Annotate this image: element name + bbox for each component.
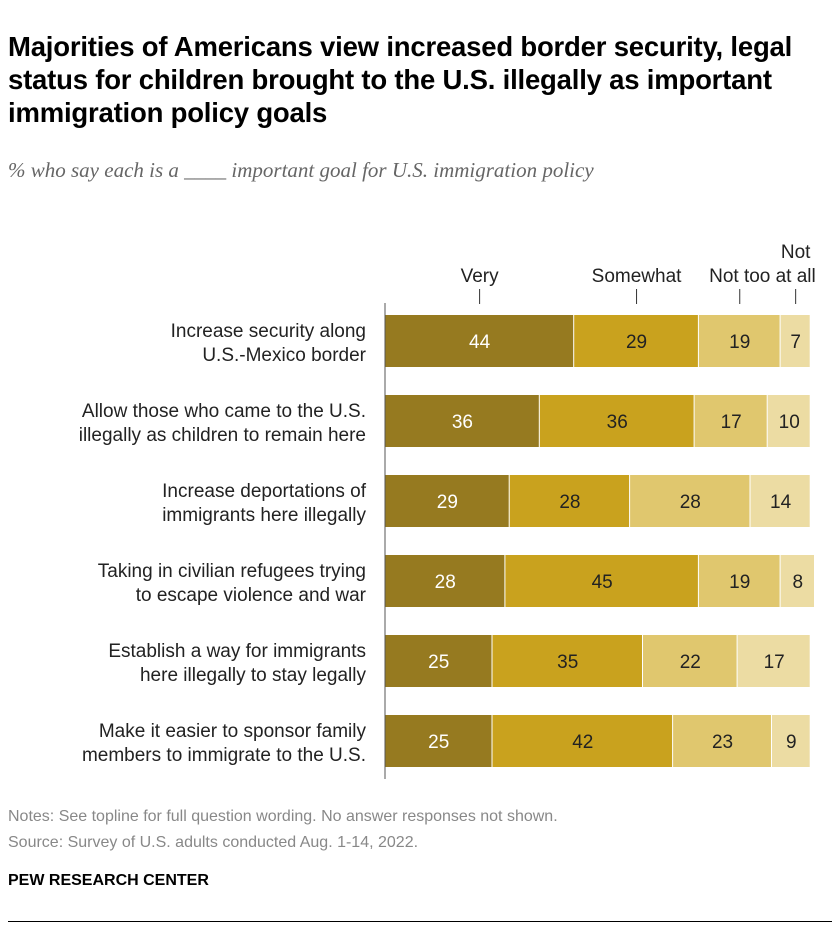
bar-segment [772, 715, 810, 767]
data-label: 19 [729, 332, 750, 353]
bar-segment [539, 395, 694, 447]
category-label: Make it easier to sponsor family members … [82, 721, 367, 766]
bar-segment [385, 315, 574, 367]
bar-segment [492, 715, 673, 767]
data-label: 44 [469, 332, 491, 353]
data-label: 23 [712, 732, 733, 753]
bar-segment [698, 315, 780, 367]
data-label: 35 [557, 652, 578, 673]
legend-label: Very [461, 266, 500, 287]
chart-subtitle: % who say each is a ____ important goal … [8, 158, 594, 182]
data-label: 17 [764, 652, 785, 673]
brand-label: PEW RESEARCH CENTER [8, 872, 209, 889]
data-label: 10 [779, 412, 800, 433]
bar-segment [780, 315, 810, 367]
data-label: 28 [435, 572, 456, 593]
data-label: 36 [452, 412, 473, 433]
bar-segment [767, 395, 810, 447]
bar-segment [385, 715, 492, 767]
data-label: 19 [729, 572, 750, 593]
data-label: 14 [770, 492, 792, 513]
category-label: Allow those who came to the U.S. illegall… [79, 401, 366, 446]
data-label: 29 [437, 492, 458, 513]
bar-segment [385, 555, 505, 607]
bar-segment [509, 475, 630, 527]
legend-label: Not too [709, 266, 770, 287]
data-label: 28 [680, 492, 701, 513]
data-label: 17 [721, 412, 742, 433]
bar-segment [574, 315, 698, 367]
notes: Notes: See topline for full question wor… [8, 804, 558, 856]
bar-segment [385, 395, 539, 447]
bar-segment [505, 555, 698, 607]
bar-segment [673, 715, 771, 767]
bar-segment [694, 395, 767, 447]
bar-segment [737, 635, 810, 687]
stacked-bar-chart: Increase security along U.S.-Mexico borde… [79, 242, 816, 779]
data-label: 8 [793, 572, 804, 593]
bar-segment [630, 475, 750, 527]
bar-segment [385, 475, 509, 527]
category-label: Increase security along U.S.-Mexico borde… [171, 321, 367, 366]
data-label: 42 [572, 732, 593, 753]
data-label: 25 [428, 732, 449, 753]
data-label: 28 [559, 492, 580, 513]
notes-text: Notes: See topline for full question wor… [8, 808, 558, 825]
source-text: Source: Survey of U.S. adults conducted … [8, 834, 419, 851]
bar-segment [385, 635, 492, 687]
bar-segment [750, 475, 810, 527]
data-label: 29 [626, 332, 647, 353]
data-label: 36 [607, 412, 628, 433]
legend-label: Not at all [776, 242, 816, 287]
bottom-rule [8, 921, 832, 922]
category-label: Increase deportations of immigrants here … [162, 481, 367, 526]
chart-title: Majorities of Americans view increased b… [8, 31, 793, 128]
data-label: 7 [790, 332, 801, 353]
data-label: 45 [592, 572, 613, 593]
bar-segment [698, 555, 780, 607]
legend-label: Somewhat [592, 266, 682, 287]
bar-segment [492, 635, 642, 687]
category-label: Taking in civilian refugees trying to esc… [98, 561, 367, 606]
bar-segment [643, 635, 737, 687]
data-label: 22 [680, 652, 701, 673]
category-label: Establish a way for immigrants here illeg… [108, 641, 366, 686]
data-label: 25 [428, 652, 449, 673]
bar-segment [780, 555, 814, 607]
data-label: 9 [786, 732, 797, 753]
